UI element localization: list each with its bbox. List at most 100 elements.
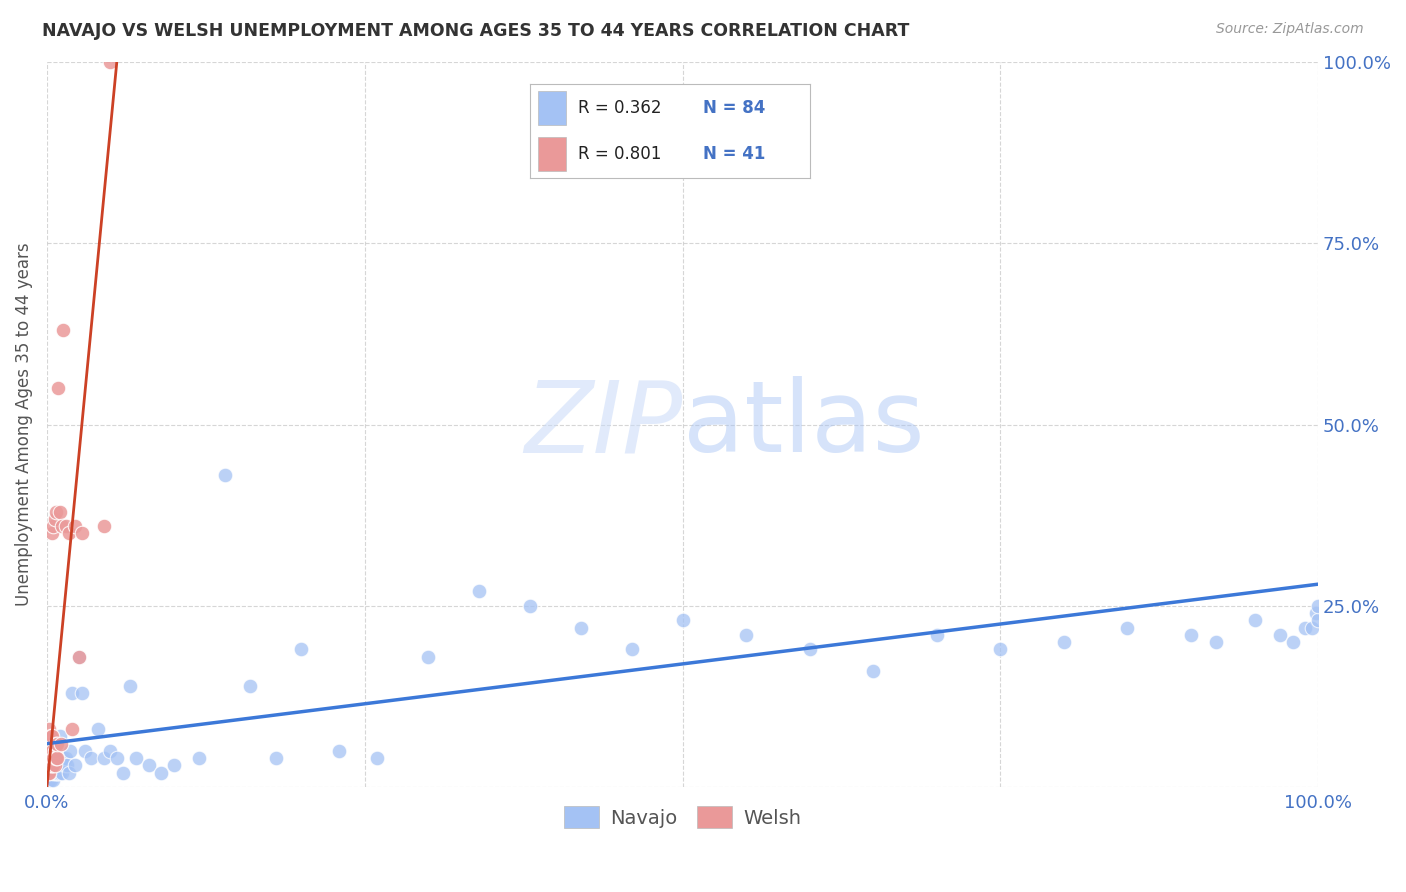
Point (1308, 614, 1330, 628)
Point (72, 686, 94, 700)
Point (264, 751, 287, 765)
Point (42, 751, 65, 765)
Point (862, 664, 884, 678)
Point (38, 765, 60, 780)
Point (328, 744, 350, 758)
Point (39, 758, 62, 772)
Point (1294, 621, 1316, 635)
Point (118, 679, 141, 693)
Point (38, 758, 60, 772)
Point (60, 686, 83, 700)
Point (93, 519, 115, 533)
Point (44, 512, 66, 526)
Point (44, 765, 66, 780)
Point (41, 765, 63, 780)
Point (63, 758, 86, 772)
Point (39, 758, 62, 772)
Point (46, 737, 69, 751)
Point (49, 737, 72, 751)
Point (1301, 621, 1323, 635)
Point (1116, 621, 1139, 635)
Point (41, 526, 63, 541)
Point (214, 468, 236, 483)
Point (41, 758, 63, 772)
Point (53, 758, 76, 772)
Point (46, 751, 69, 765)
Point (735, 628, 758, 642)
Point (38, 765, 60, 780)
Point (1053, 635, 1076, 649)
Point (44, 758, 66, 772)
Point (125, 751, 148, 765)
Point (42, 758, 65, 772)
Point (87, 722, 110, 736)
Point (290, 642, 312, 657)
Point (48, 730, 70, 744)
Point (620, 642, 643, 657)
Point (1180, 628, 1202, 642)
Point (150, 765, 173, 780)
Point (39, 772, 62, 787)
Point (63, 519, 86, 533)
Point (38, 772, 60, 787)
Point (38, 737, 60, 751)
Point (239, 679, 262, 693)
Point (38, 751, 60, 765)
Text: NAVAJO VS WELSH UNEMPLOYMENT AMONG AGES 35 TO 44 YEARS CORRELATION CHART: NAVAJO VS WELSH UNEMPLOYMENT AMONG AGES … (42, 22, 910, 40)
Point (55, 519, 77, 533)
Point (100, 55, 122, 70)
Point (73, 744, 96, 758)
Point (45, 751, 67, 765)
Point (42, 758, 65, 772)
Point (37, 758, 59, 772)
Point (49, 758, 72, 772)
Point (42, 772, 65, 787)
Point (468, 584, 491, 599)
Point (39, 765, 62, 780)
Point (46, 751, 69, 765)
Point (45, 758, 67, 772)
Point (37, 765, 59, 780)
Point (42, 765, 65, 780)
Point (41, 744, 63, 758)
Point (1243, 614, 1265, 628)
Point (1308, 599, 1330, 613)
Point (39, 751, 62, 765)
Text: atlas: atlas (682, 376, 924, 473)
Point (42, 519, 65, 533)
Y-axis label: Unemployment Among Ages 35 to 44 years: Unemployment Among Ages 35 to 44 years (15, 243, 32, 607)
Point (41, 744, 63, 758)
Point (67, 649, 90, 664)
Point (112, 765, 135, 780)
Point (58, 765, 80, 780)
Point (1268, 628, 1291, 642)
Text: ZIP: ZIP (524, 376, 682, 473)
Point (45, 765, 67, 780)
Point (48, 765, 70, 780)
Point (46, 758, 69, 772)
Point (38, 722, 60, 736)
Point (45, 751, 67, 765)
Point (44, 744, 66, 758)
Point (45, 505, 67, 519)
Point (52, 751, 75, 765)
Point (105, 751, 128, 765)
Point (1305, 606, 1327, 620)
Point (48, 505, 70, 519)
Point (51, 765, 73, 780)
Point (1205, 635, 1227, 649)
Point (188, 751, 211, 765)
Point (55, 751, 77, 765)
Point (52, 323, 75, 337)
Point (925, 628, 948, 642)
Point (42, 737, 65, 751)
Point (38, 744, 60, 758)
Point (39, 751, 62, 765)
Point (163, 758, 186, 772)
Point (46, 765, 69, 780)
Point (80, 751, 103, 765)
Point (51, 519, 73, 533)
Point (46, 381, 69, 395)
Point (138, 758, 160, 772)
Point (366, 751, 388, 765)
